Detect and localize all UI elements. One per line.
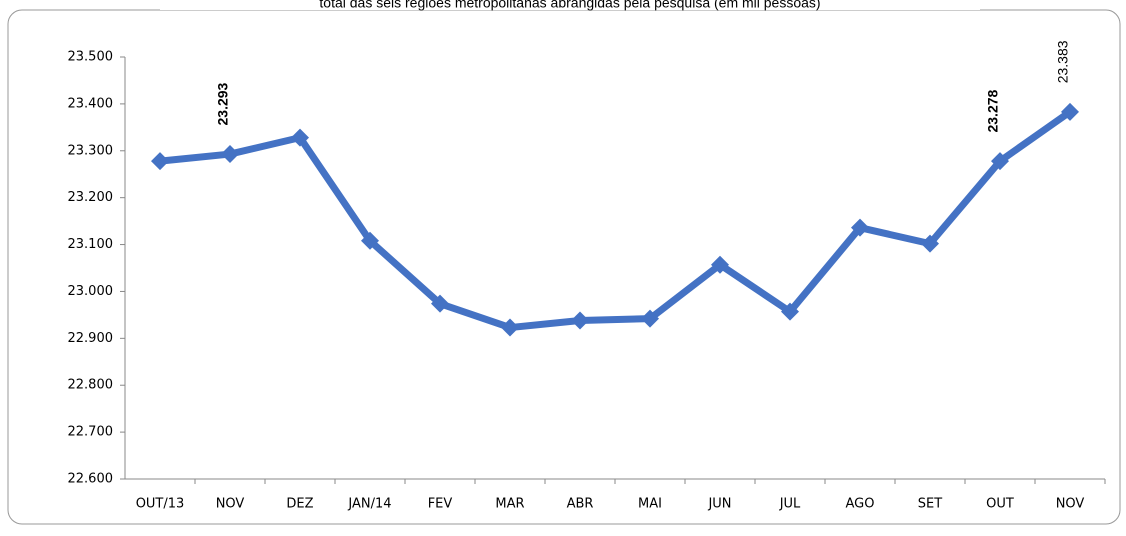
x-tick-label: NOV — [1056, 497, 1085, 512]
x-tick-label: FEV — [428, 497, 453, 512]
title-mask — [160, 0, 980, 10]
point-marker — [921, 234, 939, 253]
y-tick-label: 22.600 — [68, 472, 114, 487]
data-label: 23.383 — [1055, 40, 1071, 83]
x-tick-label: MAR — [495, 497, 524, 512]
x-tick-label: SET — [918, 497, 942, 512]
point-marker — [291, 128, 309, 147]
x-tick-label: ABR — [567, 497, 594, 512]
point-marker — [641, 309, 659, 328]
point-marker — [571, 311, 589, 330]
x-tick-label: AGO — [846, 497, 875, 512]
x-tick-label: JUL — [779, 497, 801, 512]
y-tick-label: 22.700 — [68, 425, 114, 440]
point-marker — [851, 218, 869, 237]
data-label: 23.278 — [985, 89, 1001, 132]
point-marker — [431, 294, 449, 313]
x-tick-label: NOV — [216, 497, 245, 512]
series-line — [159, 108, 1073, 332]
point-marker — [501, 318, 519, 337]
y-tick-label: 23.300 — [68, 143, 114, 158]
x-tick-label: OUT/13 — [136, 497, 185, 512]
x-tick-label: MAI — [638, 497, 662, 512]
point-marker — [151, 152, 169, 171]
y-tick-label: 23.100 — [68, 237, 114, 252]
x-tick-label: DEZ — [286, 497, 313, 512]
chart-title: total das seis regiões metropolitanas ab… — [319, 0, 820, 11]
x-tick-label: OUT — [986, 497, 1014, 512]
point-marker — [1061, 102, 1079, 121]
point-marker — [991, 152, 1009, 171]
y-tick-label: 22.900 — [68, 331, 114, 346]
data-label: 23.293 — [215, 82, 231, 125]
y-tick-label: 23.400 — [68, 96, 114, 111]
x-tick-label: JUN — [707, 497, 731, 512]
point-marker — [711, 255, 729, 274]
chart-frame — [7, 9, 1121, 525]
x-tick-label: JAN/14 — [347, 497, 391, 512]
y-tick-label: 23.200 — [68, 190, 114, 205]
y-tick-label: 23.500 — [68, 50, 114, 65]
point-marker — [781, 302, 799, 321]
point-marker — [361, 231, 379, 250]
y-tick-label: 22.800 — [68, 378, 114, 393]
y-tick-label: 23.000 — [68, 284, 114, 299]
point-marker — [221, 145, 239, 164]
